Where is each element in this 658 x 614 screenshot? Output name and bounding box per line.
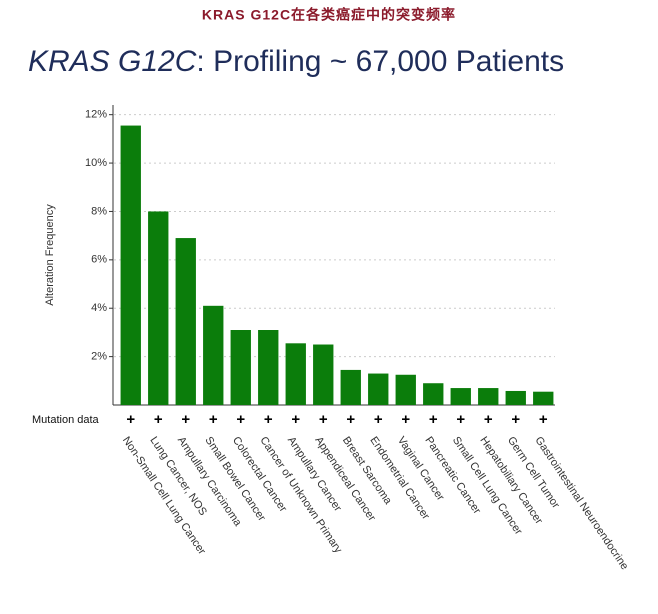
row-marker: +	[456, 411, 465, 428]
row-marker: +	[291, 411, 300, 428]
row-marker: +	[264, 411, 273, 428]
bar	[230, 330, 251, 405]
bar	[313, 344, 334, 405]
y-tick-label: 2%	[91, 351, 107, 363]
bar	[148, 211, 169, 405]
bar	[340, 369, 361, 405]
bar	[175, 238, 196, 405]
row-marker: +	[484, 411, 493, 428]
row-label: Mutation data	[32, 414, 100, 426]
row-marker: +	[429, 411, 438, 428]
row-marker: +	[209, 411, 218, 428]
bar	[423, 383, 444, 405]
row-marker: +	[319, 411, 328, 428]
row-marker: +	[346, 411, 355, 428]
y-axis-label: Alteration Frequency	[44, 204, 56, 306]
row-marker: +	[539, 411, 548, 428]
row-marker: +	[126, 411, 135, 428]
page-header: KRAS G12C在各类癌症中的突变频率	[202, 7, 456, 23]
bar	[505, 390, 526, 405]
row-marker: +	[511, 411, 520, 428]
bar	[368, 373, 389, 405]
row-marker: +	[374, 411, 383, 428]
title-italic: KRAS G12C	[28, 45, 197, 78]
row-marker: +	[181, 411, 190, 428]
bar	[258, 330, 279, 405]
bar	[395, 374, 416, 405]
y-tick-label: 4%	[91, 302, 107, 314]
y-tick-label: 12%	[85, 109, 107, 121]
bar	[285, 343, 306, 405]
y-tick-label: 6%	[91, 254, 107, 266]
title-rest: : Profiling ~ 67,000 Patients	[196, 45, 564, 78]
row-marker: +	[236, 411, 245, 428]
y-tick-label: 8%	[91, 205, 107, 217]
row-marker: +	[401, 411, 410, 428]
bar	[450, 388, 471, 405]
y-tick-label: 10%	[85, 157, 107, 169]
row-marker: +	[154, 411, 163, 428]
chart-title: KRAS G12C: Profiling ~ 67,000 Patients	[28, 45, 564, 78]
bar	[478, 388, 499, 405]
bar	[120, 125, 141, 405]
bar	[533, 391, 554, 405]
bar	[203, 305, 224, 405]
